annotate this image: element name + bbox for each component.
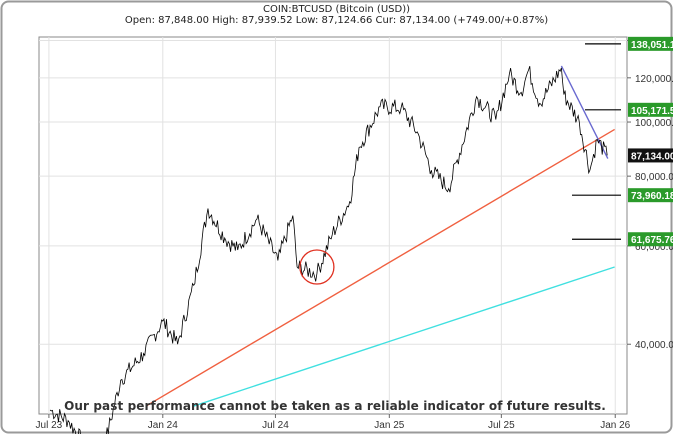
y-tick-label: 80,000.0 xyxy=(635,172,673,183)
plot-area xyxy=(38,36,628,415)
target-label-box xyxy=(628,188,673,203)
target-label-box xyxy=(628,36,673,51)
target-label: 61,675.76 xyxy=(631,235,673,246)
chart-title: COIN:BTCUSD (Bitcoin (USD)) xyxy=(262,4,410,15)
target-label: 87,134.00 xyxy=(631,151,673,162)
y-tick-label: 100,000.0 xyxy=(635,118,673,129)
price-line xyxy=(49,65,608,434)
y-tick-label: 60,000.0 xyxy=(635,242,673,253)
disclaimer-text: Our past performance cannot be taken as … xyxy=(64,399,606,413)
ohlc-readout: Open: 87,848.00 High: 87,939.52 Low: 87,… xyxy=(124,15,549,26)
downtrend-line xyxy=(560,65,609,159)
uptrend-line xyxy=(145,128,615,407)
x-tick-label: Jul 24 xyxy=(262,420,289,431)
target-label-box xyxy=(628,102,673,117)
x-tick-label: Jan 25 xyxy=(374,420,404,431)
x-tick-label: Jul 25 xyxy=(488,420,515,431)
y-tick-label: 40,000.0 xyxy=(635,340,673,351)
target-label-box xyxy=(628,148,673,163)
y-tick-label: 120,000.0 xyxy=(635,74,673,85)
marker-circle xyxy=(299,249,335,285)
target-label: 73,960.18 xyxy=(631,191,673,202)
x-tick-label: Jul 23 xyxy=(36,420,63,431)
lower-trend-line xyxy=(193,266,615,407)
target-label-box xyxy=(628,232,673,247)
target-label: 105,171.5 xyxy=(631,106,673,117)
x-tick-label: Jan 24 xyxy=(148,420,178,431)
target-label: 138,051.1 xyxy=(631,40,673,51)
x-tick-label: Jan 26 xyxy=(600,420,630,431)
